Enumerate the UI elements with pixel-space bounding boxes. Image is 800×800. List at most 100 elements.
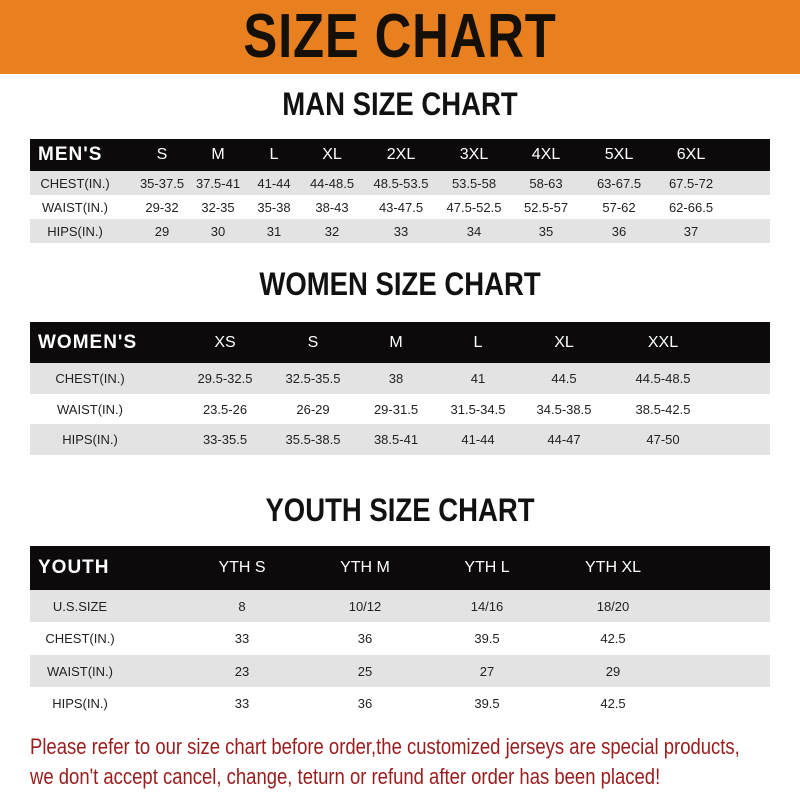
measurement-value: 38-43: [315, 199, 349, 215]
measurement-value: 23: [234, 663, 250, 679]
size-column-header: M: [389, 333, 403, 351]
table-group-label: YOUTH: [38, 557, 110, 578]
measurement-value: 31: [266, 223, 282, 239]
measurement-value: 35.5-38.5: [285, 432, 341, 447]
measurement-label: U.S.SIZE: [52, 598, 108, 614]
measurement-value: 52.5-57: [523, 199, 569, 215]
measurement-value: 48.5-53.5: [373, 175, 429, 191]
measurement-label: HIPS(IN.): [62, 432, 118, 447]
measurement-value: 41-44: [461, 432, 495, 447]
size-column-header: YTH M: [340, 559, 390, 576]
measurement-value: 37: [683, 223, 699, 239]
measurement-label: WAIST(IN.): [47, 663, 113, 679]
measurement-value: 62-66.5: [668, 199, 714, 215]
table-row: CHEST(IN.) 33 36 39.5 42.5: [30, 622, 770, 655]
measurement-value: 47.5-52.5: [446, 199, 502, 215]
men-section-title: MAN SIZE CHART: [282, 86, 518, 122]
title-banner: SIZE CHART: [0, 0, 800, 74]
size-column-header: YTH S: [218, 559, 266, 576]
disclaimer-line-1: Please refer to our size chart before or…: [30, 734, 740, 759]
measurement-value: 34: [466, 223, 482, 239]
size-column-header: YTH L: [464, 559, 510, 576]
measurement-value: 25: [357, 663, 373, 679]
measurement-label: HIPS(IN.): [52, 695, 108, 711]
measurement-value: 23.5-26: [202, 401, 248, 417]
measurement-value: 26-29: [296, 401, 330, 417]
measurement-value: 41-44: [257, 175, 291, 191]
table-row: WAIST(IN.) 23 25 27 29: [30, 655, 770, 687]
measurement-value: 32: [324, 223, 340, 239]
size-column-header: 2XL: [386, 146, 416, 163]
measurement-value: 35: [538, 223, 554, 239]
measurement-value: 34.5-38.5: [536, 401, 592, 417]
size-column-header: XL: [554, 333, 574, 351]
measurement-value: 44-47: [547, 432, 581, 447]
measurement-value: 35-38: [257, 199, 291, 215]
size-column-header: L: [473, 333, 483, 351]
measurement-value: 57-62: [602, 199, 636, 215]
measurement-value: 42.5: [600, 695, 626, 711]
measurement-value: 37.5-41: [195, 175, 241, 191]
size-column-header: XXL: [647, 333, 679, 351]
measurement-value: 63-67.5: [596, 175, 642, 191]
size-column-header: S: [156, 146, 168, 163]
measurement-value: 29.5-32.5: [197, 371, 253, 386]
measurement-value: 30: [210, 223, 226, 239]
size-column-header: 4XL: [531, 146, 561, 163]
measurement-value: 41: [470, 371, 486, 386]
measurement-value: 27: [479, 663, 495, 679]
measurement-label: WAIST(IN.): [42, 199, 108, 215]
size-column-header: M: [211, 146, 225, 163]
table-row: CHEST(IN.) 29.5-32.5 32.5-35.5 38 41 44.5 44.5…: [30, 363, 770, 394]
measurement-value: 31.5-34.5: [450, 401, 506, 417]
measurement-value: 29-31.5: [373, 401, 419, 417]
measurement-value: 29-32: [145, 199, 179, 215]
measurement-value: 53.5-58: [451, 175, 497, 191]
size-column-header: 6XL: [676, 146, 706, 163]
page-title: SIZE CHART: [243, 2, 557, 71]
measurement-value: 42.5: [600, 631, 626, 646]
measurement-value: 38.5-41: [373, 432, 419, 447]
measurement-label: CHEST(IN.): [45, 631, 115, 646]
women-section-title: WOMEN SIZE CHART: [259, 266, 541, 302]
measurement-label: WAIST(IN.): [57, 401, 123, 417]
youth-section-title: YOUTH SIZE CHART: [265, 492, 535, 528]
measurement-value: 47-50: [646, 432, 680, 447]
measurement-value: 10/12: [348, 598, 382, 614]
size-column-header: XS: [214, 333, 236, 351]
measurement-label: HIPS(IN.): [47, 223, 103, 239]
measurement-label: CHEST(IN.): [55, 371, 125, 386]
table-row: U.S.SIZE 8 10/12 14/16 18/20: [30, 590, 770, 622]
measurement-value: 39.5: [474, 695, 500, 711]
table-row: WAIST(IN.) 29-32 32-35 35-38 38-43 43-47.5 47.…: [30, 195, 770, 219]
measurement-value: 33: [234, 631, 250, 646]
measurement-value: 36: [611, 223, 627, 239]
measurement-value: 36: [357, 695, 373, 711]
size-column-header: XL: [322, 146, 342, 163]
table-group-label: WOMEN'S: [38, 331, 138, 353]
measurement-value: 35-37.5: [139, 175, 185, 191]
measurement-value: 43-47.5: [378, 199, 424, 215]
table-row: WAIST(IN.) 23.5-26 26-29 29-31.5 31.5-34.5 34…: [30, 394, 770, 424]
measurement-value: 29: [605, 663, 621, 679]
measurement-value: 32.5-35.5: [285, 371, 341, 386]
measurement-value: 44.5-48.5: [635, 371, 691, 386]
table-header-row: YOUTH YTH S YTH M YTH L YTH XL: [30, 546, 770, 590]
measurement-value: 8: [238, 598, 246, 614]
table-row: HIPS(IN.) 33 36 39.5 42.5: [30, 687, 770, 719]
size-column-header: 5XL: [604, 146, 634, 163]
size-column-header: 3XL: [459, 146, 489, 163]
table-row: HIPS(IN.) 29 30 31 32 33 34 35 36 37: [30, 219, 770, 243]
disclaimer-line-2: we don't accept cancel, change, teturn o…: [30, 764, 661, 789]
measurement-value: 36: [357, 631, 373, 646]
table-header-row: MEN'S S M L XL 2XL 3XL 4XL 5XL 6XL: [30, 139, 770, 171]
measurement-value: 29: [154, 223, 170, 239]
measurement-value: 38: [388, 371, 404, 386]
table-row: CHEST(IN.) 35-37.5 37.5-41 41-44 44-48.5 48.5…: [30, 171, 770, 195]
measurement-value: 44.5: [551, 371, 577, 386]
measurement-value: 67.5-72: [668, 175, 714, 191]
measurement-value: 33: [393, 223, 409, 239]
measurement-label: CHEST(IN.): [40, 175, 110, 191]
measurement-value: 18/20: [596, 598, 630, 614]
measurement-value: 14/16: [470, 598, 504, 614]
